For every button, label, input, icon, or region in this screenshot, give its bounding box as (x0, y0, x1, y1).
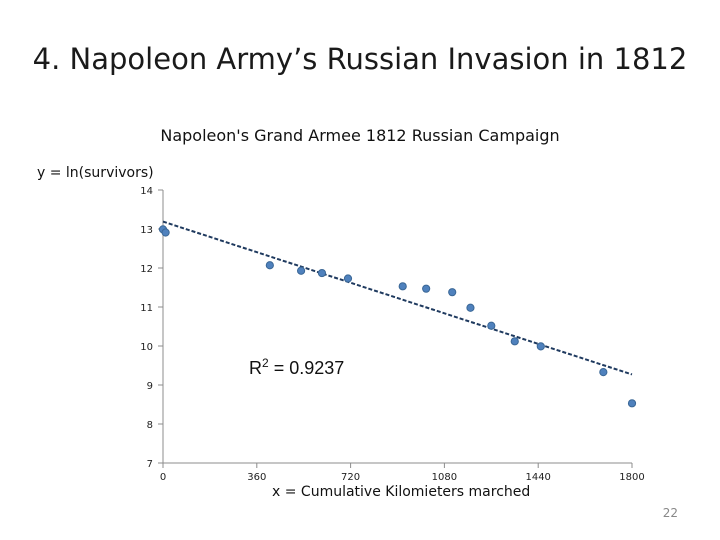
y-tick-label: 12 (140, 264, 153, 275)
data-point (466, 303, 475, 312)
data-points (158, 225, 637, 408)
y-tick-label: 9 (147, 381, 153, 392)
y-tick-label: 10 (140, 342, 153, 353)
r-squared-value: 0.9237 (289, 358, 345, 378)
r-squared-label: R2 = 0.9237 (249, 356, 345, 378)
x-tick-label: 1440 (525, 472, 550, 483)
data-point (343, 274, 353, 283)
data-point (448, 288, 457, 297)
y-tick-label: 13 (140, 225, 153, 236)
data-point (265, 261, 274, 270)
page-number: 22 (662, 506, 678, 520)
y-tick-label: 14 (140, 186, 153, 197)
trendline-group (162, 220, 633, 376)
data-point (422, 284, 431, 293)
axes: 7 8 9 10 11 12 13 14 0 360 720 1080 1440 1800 (140, 186, 644, 483)
x-tick-label: 720 (341, 472, 360, 483)
x-tick-label: 360 (247, 472, 266, 483)
x-tick-label: 1800 (619, 472, 644, 483)
data-point (317, 268, 327, 278)
y-tick-label: 8 (147, 420, 153, 431)
slide-title: 4. Napoleon Army’s Russian Invasion in 1… (32, 42, 688, 76)
x-axis-label: x = Cumulative Kilomieters marched (272, 484, 531, 500)
data-point (510, 337, 519, 346)
data-point (536, 342, 545, 351)
y-tick-label: 7 (147, 459, 153, 470)
data-point (296, 266, 306, 275)
data-point (161, 228, 170, 237)
y-tick-label: 11 (140, 303, 153, 314)
x-tick-label: 1080 (432, 472, 457, 483)
data-point (599, 368, 608, 377)
y-axis-label: y = ln(survivors) (37, 165, 154, 181)
data-point (398, 282, 407, 291)
x-tick-label: 0 (160, 472, 166, 483)
data-point (627, 399, 637, 408)
trendline (162, 220, 633, 376)
chart-title: Napoleon's Grand Armee 1812 Russian Camp… (160, 126, 560, 145)
data-point (487, 321, 496, 330)
